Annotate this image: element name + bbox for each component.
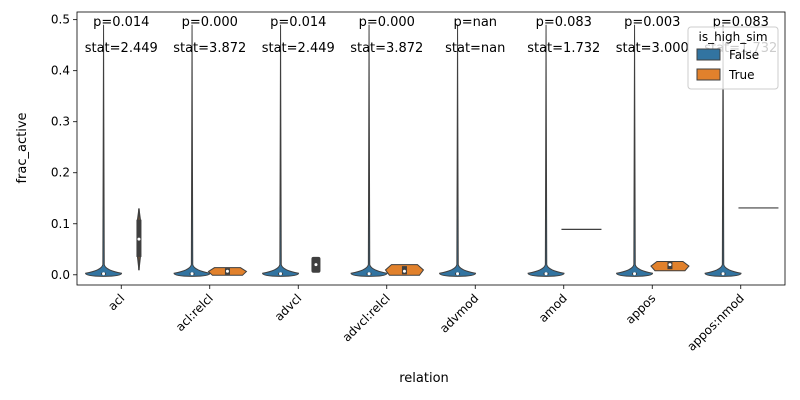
- annotation-stat-acl: stat=2.449: [85, 41, 158, 56]
- median-false-acl: [102, 272, 106, 276]
- median-true-advcl: [314, 263, 318, 267]
- legend-label-false: False: [729, 48, 759, 62]
- legend-swatch-false: [696, 48, 721, 61]
- x-tick-label: appos:nmod: [684, 291, 747, 354]
- x-tick-label: appos: [623, 291, 658, 326]
- y-tick-label: 0.1: [51, 217, 70, 231]
- annotation-stat-acl:relcl: stat=3.872: [173, 41, 246, 56]
- annotation-stat-amod: stat=1.732: [527, 41, 600, 56]
- x-tick-label: acl: [105, 291, 127, 313]
- median-true-acl:relcl: [225, 269, 229, 273]
- y-tick-label: 0.0: [51, 268, 70, 282]
- annotation-stat-advmod: stat=nan: [445, 41, 505, 56]
- x-tick-label: acl:relcl: [173, 291, 216, 334]
- violin-false-appos:nmod: [704, 24, 742, 277]
- x-tick-label: amod: [536, 291, 570, 325]
- annotation-p-appos:nmod: p=0.083: [713, 15, 769, 30]
- y-tick-label: 0.5: [51, 13, 70, 27]
- annotation-p-acl:relcl: p=0.000: [182, 15, 238, 30]
- axes-frame: [76, 11, 786, 286]
- annotation-p-amod: p=0.083: [536, 15, 592, 30]
- axes: 0.0 0.1 0.2 0.3 0.4 0.5 acl acl:relcl advcl advcl…: [51, 11, 786, 354]
- x-axis-label: relation: [399, 371, 449, 386]
- y-axis-label: frac_active: [15, 112, 30, 183]
- annotations: p=0.014 stat=2.449 p=0.000 stat=3.872 p=0.01…: [85, 15, 778, 56]
- violin-false-advmod: [439, 24, 477, 277]
- annotation-stat-appos: stat=3.000: [616, 41, 689, 56]
- median-false-amod: [544, 272, 548, 276]
- violin-false-acl: [85, 24, 123, 277]
- annotation-stat-advcl: stat=2.449: [262, 41, 335, 56]
- median-false-acl:relcl: [190, 272, 194, 276]
- y-tick-label: 0.2: [51, 166, 70, 180]
- annotation-stat-advcl:relcl: stat=3.872: [350, 41, 423, 56]
- annotation-p-advcl:relcl: p=0.000: [359, 15, 415, 30]
- legend-swatch-true: [696, 68, 721, 81]
- annotation-p-advmod: p=nan: [453, 15, 497, 30]
- median-false-advcl:relcl: [367, 272, 371, 276]
- median-true-advcl:relcl: [402, 269, 406, 273]
- median-false-appos:nmod: [721, 272, 725, 276]
- y-tick-label: 0.4: [51, 64, 70, 78]
- x-tick-label: advmod: [437, 291, 481, 335]
- x-tick-label: advcl: [272, 291, 305, 324]
- legend: is_high_sim False True: [687, 26, 779, 90]
- violin-false-acl:relcl: [173, 24, 211, 277]
- violin-false-amod: [527, 24, 565, 277]
- median-false-appos: [633, 272, 637, 276]
- legend-label-true: True: [728, 68, 755, 82]
- annotation-p-advcl: p=0.014: [270, 15, 326, 30]
- annotation-p-acl: p=0.014: [93, 15, 149, 30]
- y-tick-label: 0.3: [51, 115, 70, 129]
- annotation-p-appos: p=0.003: [624, 15, 680, 30]
- x-tick-label: advcl:relcl: [340, 291, 393, 344]
- median-true-acl: [137, 237, 141, 241]
- legend-title: is_high_sim: [698, 30, 767, 44]
- median-true-appos: [668, 263, 672, 267]
- violin-false-advcl: [262, 24, 300, 277]
- median-false-advmod: [456, 272, 460, 276]
- violin-false-advcl:relcl: [350, 24, 388, 277]
- median-false-advcl: [279, 272, 283, 276]
- violins: [85, 24, 779, 277]
- violin-false-appos: [616, 24, 654, 277]
